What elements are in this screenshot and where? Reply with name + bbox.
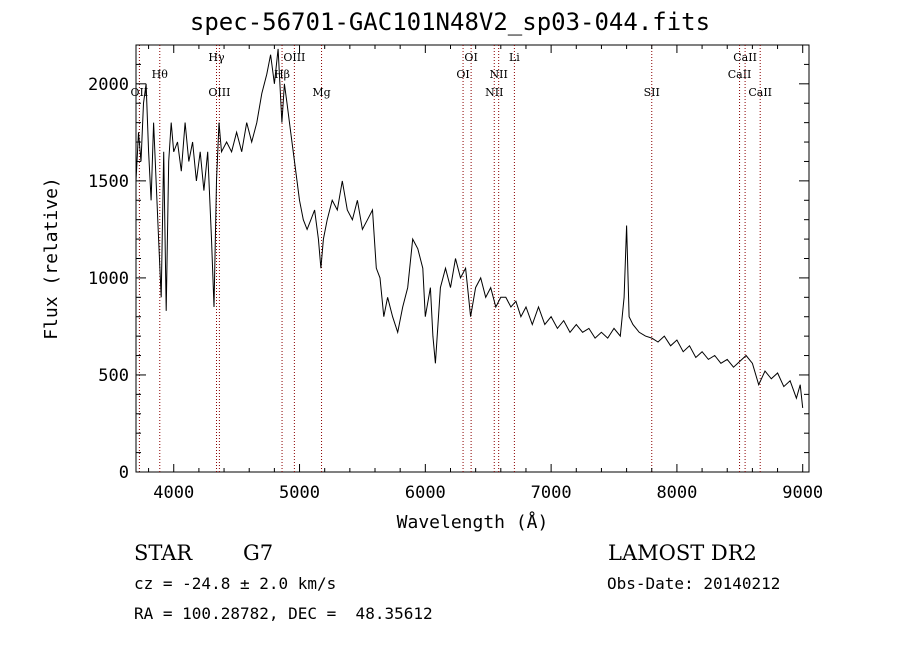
x-tick-label: 5000 xyxy=(279,483,320,503)
object-class: STAR xyxy=(134,541,193,565)
obs-date-text: Obs-Date: 20140212 xyxy=(607,574,781,593)
line-marker-label: OIII xyxy=(283,51,305,64)
line-marker-label: Hβ xyxy=(274,68,290,81)
line-marker-label: Hγ xyxy=(208,51,225,64)
line-marker-label: OIII xyxy=(208,86,230,99)
x-tick-label: 8000 xyxy=(656,483,697,503)
line-marker-label: Mg xyxy=(312,86,330,99)
y-tick-label: 500 xyxy=(98,366,129,386)
line-marker-label: Hθ xyxy=(152,68,169,81)
line-marker-label: CaII xyxy=(733,51,757,64)
y-tick-label: 0 xyxy=(119,463,129,483)
x-tick-label: 9000 xyxy=(782,483,823,503)
plot-frame xyxy=(135,44,810,473)
y-tick-label: 2000 xyxy=(88,75,129,95)
line-marker-label: OI xyxy=(464,51,477,64)
x-tick-label: 6000 xyxy=(405,483,446,503)
object-subclass: G7 xyxy=(243,541,274,565)
coordinates-text: RA = 100.28782, DEC = 48.35612 xyxy=(134,604,433,623)
line-marker-label: CaII xyxy=(728,68,752,81)
line-marker-label: OII xyxy=(131,86,149,99)
line-marker-label: NII xyxy=(485,86,503,99)
x-tick-label: 7000 xyxy=(531,483,572,503)
line-marker-label: Li xyxy=(509,51,520,64)
chart-title: spec-56701-GAC101N48V2_sp03-044.fits xyxy=(189,8,711,36)
line-marker-label: OI xyxy=(456,68,469,81)
line-marker-label: CaII xyxy=(748,86,772,99)
spectrum-line xyxy=(135,48,804,408)
line-marker-label: NII xyxy=(490,68,508,81)
y-tick-label: 1500 xyxy=(88,172,129,192)
x-axis-label: Wavelength (Å) xyxy=(397,511,549,533)
y-axis-label: Flux (relative) xyxy=(41,177,62,340)
line-marker-label: SII xyxy=(644,86,660,99)
y-tick-label: 1000 xyxy=(88,269,129,289)
x-tick-label: 4000 xyxy=(153,483,194,503)
survey-name: LAMOST DR2 xyxy=(608,541,757,565)
redshift-text: cz = -24.8 ± 2.0 km/s xyxy=(134,574,337,593)
